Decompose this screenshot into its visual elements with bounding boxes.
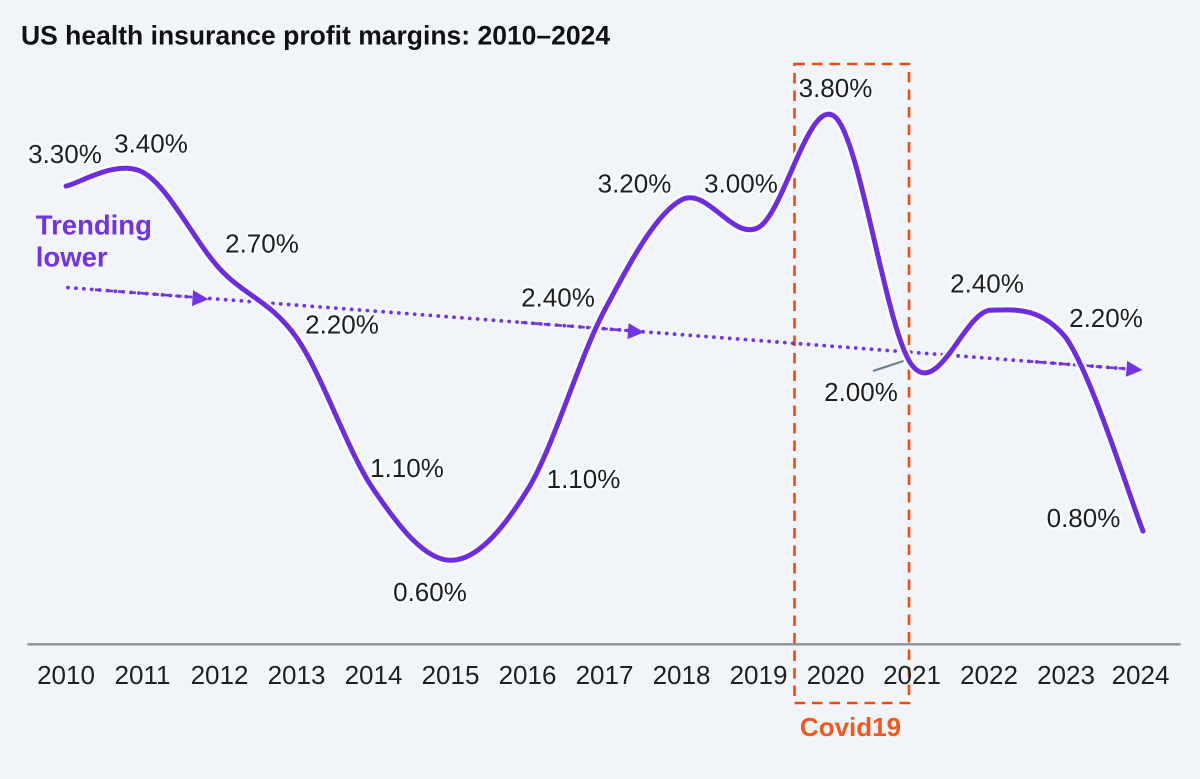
svg-text:2011: 2011 [115, 660, 171, 690]
svg-text:2.70%: 2.70% [225, 229, 299, 259]
svg-text:2024: 2024 [1112, 660, 1170, 690]
svg-text:2016: 2016 [499, 660, 557, 690]
svg-text:3.20%: 3.20% [598, 169, 672, 199]
svg-text:2013: 2013 [268, 660, 326, 690]
svg-text:lower: lower [36, 242, 108, 273]
svg-text:0.80%: 0.80% [1047, 503, 1121, 533]
svg-text:2021: 2021 [883, 660, 941, 690]
svg-text:2015: 2015 [422, 660, 480, 690]
svg-text:2.00%: 2.00% [824, 377, 898, 407]
svg-text:Covid19: Covid19 [800, 712, 901, 742]
svg-text:2012: 2012 [191, 660, 249, 690]
svg-text:2.20%: 2.20% [1069, 303, 1143, 333]
svg-text:2.20%: 2.20% [305, 310, 379, 340]
svg-text:3.80%: 3.80% [799, 73, 873, 103]
svg-text:Trending: Trending [36, 210, 152, 241]
svg-text:2023: 2023 [1037, 660, 1095, 690]
svg-text:US health insurance profit mar: US health insurance profit margins: 2010… [21, 21, 610, 51]
svg-text:0.60%: 0.60% [393, 577, 467, 607]
svg-text:3.30%: 3.30% [28, 139, 102, 169]
svg-text:3.40%: 3.40% [114, 129, 188, 159]
svg-text:1.10%: 1.10% [547, 464, 621, 494]
svg-text:1.10%: 1.10% [370, 453, 444, 483]
svg-text:2.40%: 2.40% [521, 283, 595, 313]
svg-text:2020: 2020 [807, 660, 865, 690]
svg-text:2022: 2022 [960, 660, 1018, 690]
svg-text:2017: 2017 [576, 660, 634, 690]
svg-text:2.40%: 2.40% [950, 269, 1024, 299]
svg-text:3.00%: 3.00% [704, 169, 778, 199]
svg-text:2010: 2010 [37, 660, 95, 690]
svg-text:2018: 2018 [653, 660, 711, 690]
svg-text:2019: 2019 [730, 660, 788, 690]
svg-text:2014: 2014 [345, 660, 403, 690]
